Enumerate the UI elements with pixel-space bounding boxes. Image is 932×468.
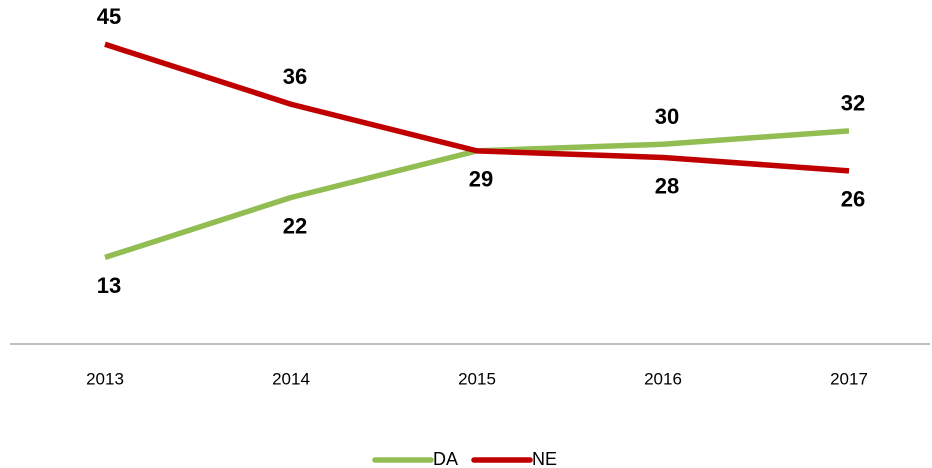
data-label: 26 xyxy=(841,187,865,212)
x-tick-label: 2015 xyxy=(458,369,496,388)
x-tick-label: 2017 xyxy=(830,369,868,388)
data-label: 32 xyxy=(841,91,865,116)
data-label: 45 xyxy=(97,4,121,29)
data-label: 28 xyxy=(655,173,679,198)
x-tick-label: 2013 xyxy=(86,369,124,388)
legend-label: DA xyxy=(433,449,458,468)
x-tick-label: 2016 xyxy=(644,369,682,388)
series-line xyxy=(104,41,850,174)
data-label: 13 xyxy=(97,273,121,298)
data-label: 36 xyxy=(283,64,307,89)
data-label: 29 xyxy=(469,167,493,192)
legend-label: NE xyxy=(532,449,557,468)
data-label: 30 xyxy=(655,104,679,129)
data-label: 22 xyxy=(283,213,307,238)
x-tick-label: 2014 xyxy=(272,369,310,388)
